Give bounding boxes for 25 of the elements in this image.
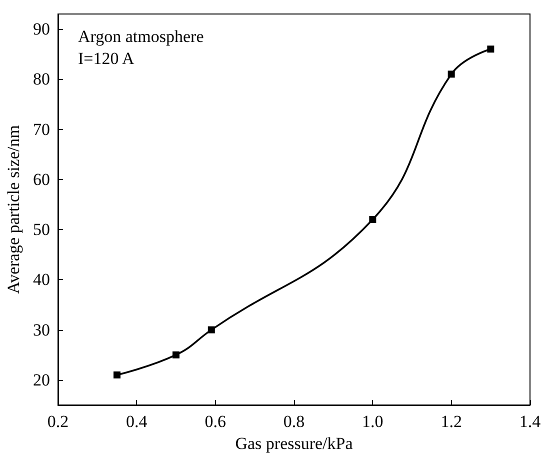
point <box>114 371 120 378</box>
y-tick-label: 90 <box>33 20 50 39</box>
y-axis-title: Average particle size/nm <box>4 125 24 294</box>
y-tick-label: 20 <box>33 370 50 390</box>
annotation: Argon atmosphere <box>78 27 204 46</box>
point <box>172 351 180 358</box>
x-tick-label: 1.0 <box>362 412 384 431</box>
x-axis-title: Gas pressure/kPa <box>235 434 354 453</box>
point <box>369 216 376 224</box>
y-tick-label: 40 <box>33 270 50 290</box>
y-tick-label: 60 <box>33 170 50 189</box>
x-tick-label: 0.6 <box>204 412 226 431</box>
point <box>487 46 494 53</box>
y-tick-label: 70 <box>33 120 50 139</box>
point <box>448 70 455 78</box>
x-tick-label: 0.2 <box>47 412 69 431</box>
y-tick-label: 50 <box>33 220 50 240</box>
x-tick-label: 1.4 <box>519 412 542 431</box>
y-tick-label: 80 <box>33 70 50 89</box>
y-tick-label: 30 <box>33 320 50 340</box>
x-tick-label: 0.8 <box>283 412 305 431</box>
x-tick-label: 1.2 <box>440 412 462 431</box>
x-tick-label: 0.4 <box>126 412 148 431</box>
annotation: I=120 A <box>78 49 136 68</box>
point <box>208 326 215 334</box>
